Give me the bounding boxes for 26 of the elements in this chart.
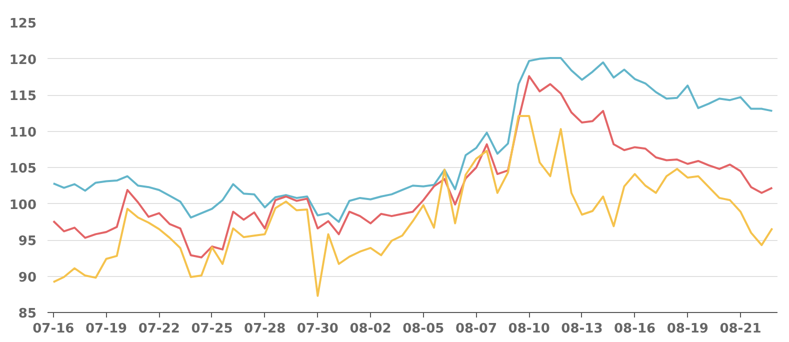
- y-tick-label: 95: [18, 234, 37, 249]
- line-series: [52, 115, 774, 297]
- x-tick-label: 08-19: [666, 322, 708, 336]
- y-tick-label: 115: [9, 89, 37, 104]
- line-series: [52, 75, 774, 258]
- y-tick-label: 120: [9, 52, 37, 68]
- y-tick-label: 100: [9, 198, 37, 213]
- x-tick-label: 07-30: [296, 322, 338, 336]
- x-tick-label: 07-28: [244, 322, 286, 336]
- y-tick-label: 90: [18, 270, 37, 286]
- y-tick-label: 105: [9, 162, 37, 176]
- x-tick-label: 07-16: [32, 322, 74, 336]
- y-tick-label: 110: [9, 125, 37, 140]
- x-tick-label: 07-25: [191, 322, 233, 336]
- x-tick-label: 08-16: [614, 322, 656, 336]
- x-tick-label: 08-02: [350, 322, 392, 336]
- line-series: [52, 57, 774, 223]
- y-tick-label: 125: [9, 16, 37, 32]
- x-tick-label: 08-07: [455, 322, 498, 336]
- x-tick-label: 07-22: [138, 322, 180, 336]
- x-tick-label: 08-10: [508, 322, 550, 336]
- x-tick-label: 08-05: [402, 322, 444, 336]
- x-tick-label: 08-21: [720, 322, 762, 336]
- x-tick-label: 07-19: [85, 322, 128, 336]
- x-tick-label: 08-13: [561, 322, 603, 336]
- y-tick-label: 85: [18, 306, 37, 322]
